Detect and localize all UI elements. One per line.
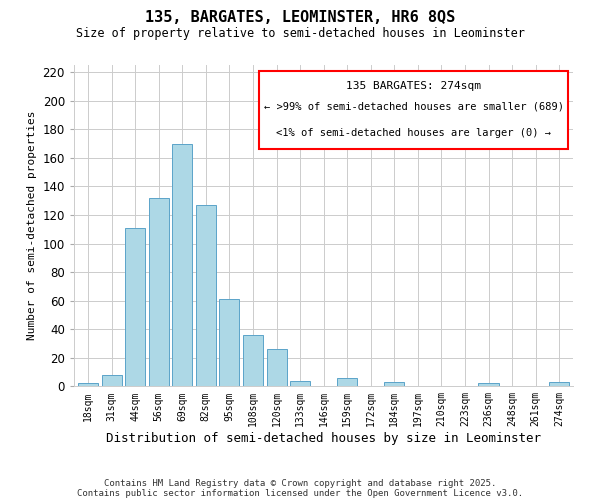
Bar xyxy=(149,198,169,386)
Bar xyxy=(266,349,287,387)
Text: 135, BARGATES, LEOMINSTER, HR6 8QS: 135, BARGATES, LEOMINSTER, HR6 8QS xyxy=(145,10,455,25)
Bar xyxy=(478,384,499,386)
Bar xyxy=(220,299,239,386)
Bar xyxy=(337,378,357,386)
X-axis label: Distribution of semi-detached houses by size in Leominster: Distribution of semi-detached houses by … xyxy=(106,432,541,445)
Text: ← >99% of semi-detached houses are smaller (689): ← >99% of semi-detached houses are small… xyxy=(264,101,564,111)
Text: Size of property relative to semi-detached houses in Leominster: Size of property relative to semi-detach… xyxy=(76,28,524,40)
Bar xyxy=(125,228,145,386)
Text: <1% of semi-detached houses are larger (0) →: <1% of semi-detached houses are larger (… xyxy=(276,128,551,138)
Text: Contains public sector information licensed under the Open Government Licence v3: Contains public sector information licen… xyxy=(77,488,523,498)
Y-axis label: Number of semi-detached properties: Number of semi-detached properties xyxy=(27,111,37,340)
Bar xyxy=(196,205,216,386)
Bar xyxy=(243,335,263,386)
FancyBboxPatch shape xyxy=(259,72,568,148)
Bar xyxy=(172,144,193,386)
Bar xyxy=(384,382,404,386)
Bar xyxy=(78,384,98,386)
Bar xyxy=(290,380,310,386)
Bar xyxy=(101,375,122,386)
Text: Contains HM Land Registry data © Crown copyright and database right 2025.: Contains HM Land Registry data © Crown c… xyxy=(104,478,496,488)
Text: 135 BARGATES: 274sqm: 135 BARGATES: 274sqm xyxy=(346,81,481,91)
Bar xyxy=(549,382,569,386)
